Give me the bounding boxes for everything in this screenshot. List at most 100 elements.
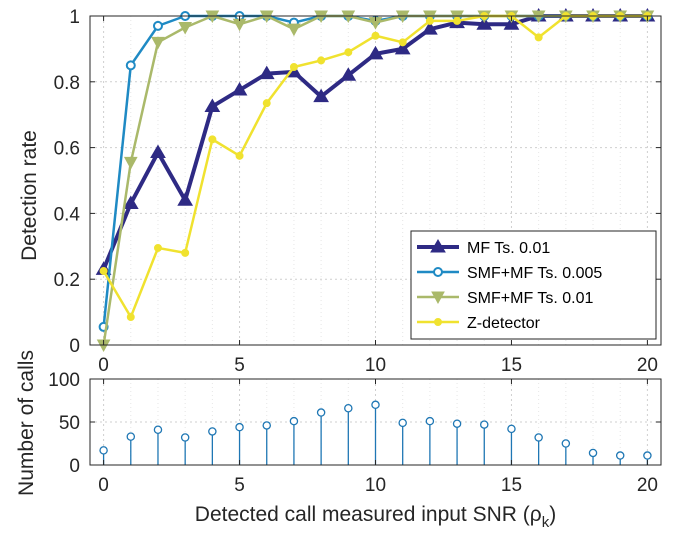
stem	[262, 421, 271, 465]
stem-marker	[615, 451, 625, 460]
y-tick-label: 0	[69, 456, 80, 477]
data-point	[425, 16, 434, 25]
y-tick-label: 1	[69, 7, 80, 28]
x-tick-label: 0	[98, 475, 109, 496]
y-tick-label: 0.6	[54, 139, 80, 160]
data-point	[231, 82, 248, 96]
y-tick-label: 0.4	[54, 204, 81, 225]
data-point	[152, 20, 163, 31]
y-tick-label: 0.8	[54, 73, 80, 94]
data-point	[344, 48, 353, 57]
stem-marker	[235, 422, 244, 432]
legend-label: Z-detector	[467, 315, 541, 332]
x-axis-label-subscript: k	[542, 514, 550, 531]
x-tick-label: 10	[365, 355, 386, 376]
x-tick-label: 10	[365, 475, 386, 496]
data-point	[453, 16, 462, 25]
data-point	[151, 36, 165, 50]
data-point	[289, 62, 298, 71]
stem	[180, 433, 190, 465]
data-point	[503, 16, 520, 30]
data-point	[317, 56, 326, 65]
x-axis-label-main: Detected call measured input SNR (ρ	[195, 503, 542, 526]
stem-marker	[153, 425, 163, 434]
stem	[561, 439, 571, 465]
y-tick-label: 0	[69, 336, 80, 357]
x-tick-label: 5	[234, 475, 245, 496]
data-point	[371, 31, 380, 40]
stem-marker	[289, 416, 299, 426]
data-point	[394, 40, 411, 55]
legend-label: SMF+MF Ts. 0.005	[467, 265, 602, 282]
stem	[208, 427, 217, 465]
data-point	[534, 33, 543, 42]
stem-marker	[561, 439, 571, 448]
stem-marker	[262, 421, 271, 430]
data-point	[181, 248, 190, 257]
legend-label: SMF+MF Ts. 0.01	[467, 290, 594, 307]
top-y-axis-label: Detection rate	[18, 130, 41, 261]
data-point	[204, 98, 221, 112]
data-point	[367, 45, 384, 60]
stem-marker	[344, 403, 353, 413]
stem	[153, 425, 163, 465]
stem	[534, 433, 543, 465]
data-point	[99, 266, 108, 275]
data-point	[153, 243, 162, 252]
x-tick-label: 20	[637, 475, 658, 496]
stem	[371, 400, 380, 465]
stem	[480, 420, 489, 465]
legend-label: MF Ts. 0.01	[467, 240, 550, 257]
data-point	[235, 151, 244, 160]
data-point	[150, 144, 166, 159]
legend: MF Ts. 0.01 SMF+MF Ts. 0.005 SMF+MF Ts. 0.…	[410, 230, 657, 340]
stem	[588, 448, 598, 465]
stem-marker	[507, 424, 516, 434]
stem	[425, 416, 435, 465]
legend-marker	[430, 239, 446, 253]
x-tick-label: 15	[501, 355, 522, 376]
x-tick-label: 0	[98, 355, 109, 376]
y-tick-label: 50	[59, 413, 80, 434]
data-point	[177, 192, 194, 206]
data-point	[313, 88, 329, 103]
top-ticks: 0 5 10 15 20 0 0.2 0.4 0.6 0.8 1	[54, 7, 661, 376]
stem-marker	[588, 448, 598, 458]
stem	[289, 416, 299, 465]
data-point	[422, 21, 438, 35]
bottom-y-axis-label: Number of calls	[15, 350, 38, 496]
legend-marker	[433, 267, 443, 277]
stem-marker	[398, 418, 407, 428]
stem-marker	[643, 451, 652, 460]
data-point	[178, 22, 193, 35]
stem-marker	[480, 420, 489, 429]
stem	[344, 403, 353, 465]
stem	[452, 419, 462, 465]
stem-marker	[534, 433, 543, 442]
stem-marker	[425, 416, 435, 426]
data-point	[398, 38, 407, 47]
data-point	[476, 16, 493, 30]
data-point	[287, 23, 301, 37]
legend-marker	[431, 291, 445, 305]
stem-marker	[180, 433, 190, 442]
x-axis-label-close: )	[549, 503, 556, 526]
stem-marker	[316, 408, 326, 417]
y-tick-label: 0.2	[54, 270, 80, 291]
stem	[126, 432, 136, 465]
bottom-ticks: 0 5 10 15 20 0 50 100	[48, 370, 661, 496]
data-point	[125, 60, 136, 71]
stem	[316, 408, 326, 465]
x-tick-label: 5	[234, 355, 245, 376]
data-point	[258, 65, 275, 80]
stem	[235, 422, 244, 465]
data-point	[126, 313, 135, 322]
data-point	[340, 67, 357, 81]
stem-marker	[126, 432, 136, 441]
y-tick-label: 100	[48, 370, 80, 391]
stem-marker	[452, 419, 462, 428]
x-axis-label: Detected call measured input SNR (ρk)	[195, 503, 556, 531]
data-point	[123, 156, 138, 170]
